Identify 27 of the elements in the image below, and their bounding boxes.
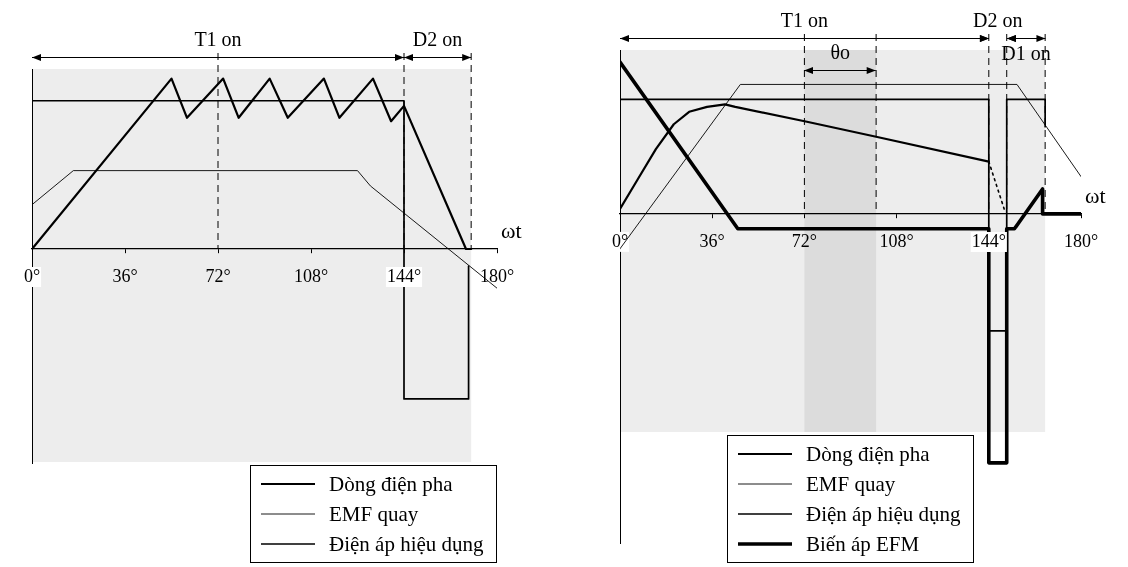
legend-label: Điện áp hiệu dụng [329, 531, 484, 558]
band-label: T1 on [780, 9, 829, 32]
x-tick-label: 180° [479, 265, 515, 286]
x-axis-title: ωt [501, 217, 522, 243]
legend-label: Dòng điện pha [329, 471, 453, 498]
x-tick-label: 0° [23, 265, 41, 286]
x-tick-label: 72° [791, 230, 817, 251]
x-tick-label: 108° [293, 265, 329, 286]
x-tick-label: 108° [879, 230, 914, 251]
legend-label: Dòng điện pha [806, 441, 930, 468]
legend-label: EMF quay [329, 501, 419, 528]
legend-label: EMF quay [806, 471, 896, 498]
legend-label: Biến áp EFM [806, 531, 920, 558]
x-tick-label: 144° [971, 230, 1006, 251]
band-label: θo [830, 41, 851, 64]
legend-label: Điện áp hiệu dụng [806, 501, 961, 528]
x-tick-label: 180° [1063, 230, 1099, 251]
band-label: D2 on [973, 9, 1023, 32]
x-tick-label: 144° [386, 265, 422, 286]
x-tick-label: 36° [112, 265, 138, 286]
x-tick-label: 36° [699, 230, 725, 251]
band-label: T1 on [194, 28, 242, 51]
x-tick-label: 0° [611, 230, 629, 251]
x-axis-title: ωt [1085, 182, 1106, 208]
band-label: D2 on [412, 28, 463, 51]
band-label: D1 on [1001, 42, 1051, 65]
x-tick-label: 72° [205, 265, 231, 286]
